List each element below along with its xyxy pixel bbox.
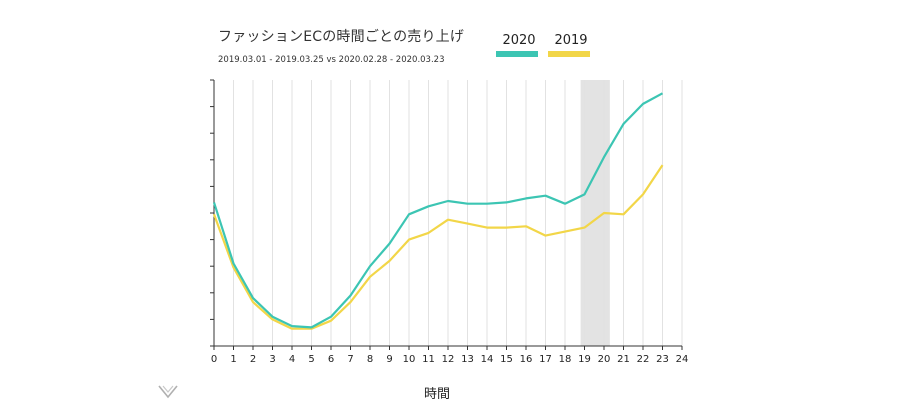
x-tick-label: 19 [578,354,591,365]
series-line-2020 [212,92,664,329]
x-tick-label: 23 [656,354,669,365]
x-tick-label: 21 [617,354,630,365]
x-axis-label: 時間 [424,387,451,402]
series-line-2019 [212,164,664,330]
x-tick-label: 8 [367,354,373,365]
legend-label-2020: 2020 [502,33,536,48]
x-tick-label: 24 [676,354,689,365]
x-tick-label: 9 [386,354,392,365]
x-tick-label: 3 [269,354,275,365]
x-tick-label: 15 [500,354,513,365]
x-tick-label: 22 [637,354,650,365]
x-tick-label: 13 [461,354,474,365]
legend-label-2019: 2019 [554,33,588,48]
legend-item-2020: 2020 [496,33,542,57]
x-tick-label: 6 [328,354,334,365]
x-tick-label: 17 [539,354,552,365]
x-tick-label: 4 [289,354,295,365]
legend-swatch-2020 [496,51,538,57]
x-tick-label: 14 [481,354,494,365]
chart-title: ファッションECの時間ごとの売り上げ [218,29,465,45]
x-tick-label: 1 [230,354,236,365]
x-tick-label: 18 [559,354,572,365]
legend-item-2019: 2019 [548,33,594,57]
x-tick-label: 16 [520,354,533,365]
x-tick-label: 10 [403,354,416,365]
chevron-logo-icon [158,384,178,403]
legend-swatch-2019 [548,51,590,57]
x-tick-label: 20 [598,354,611,365]
x-tick-label: 11 [422,354,435,365]
x-tick-label: 2 [250,354,256,365]
x-tick-label: 12 [442,354,455,365]
x-tick-label: 5 [308,354,314,365]
chart-subtitle: 2019.03.01 - 2019.03.25 vs 2020.02.28 - … [218,55,445,65]
x-tick-label: 7 [347,354,353,365]
x-tick-label: 0 [211,354,217,365]
